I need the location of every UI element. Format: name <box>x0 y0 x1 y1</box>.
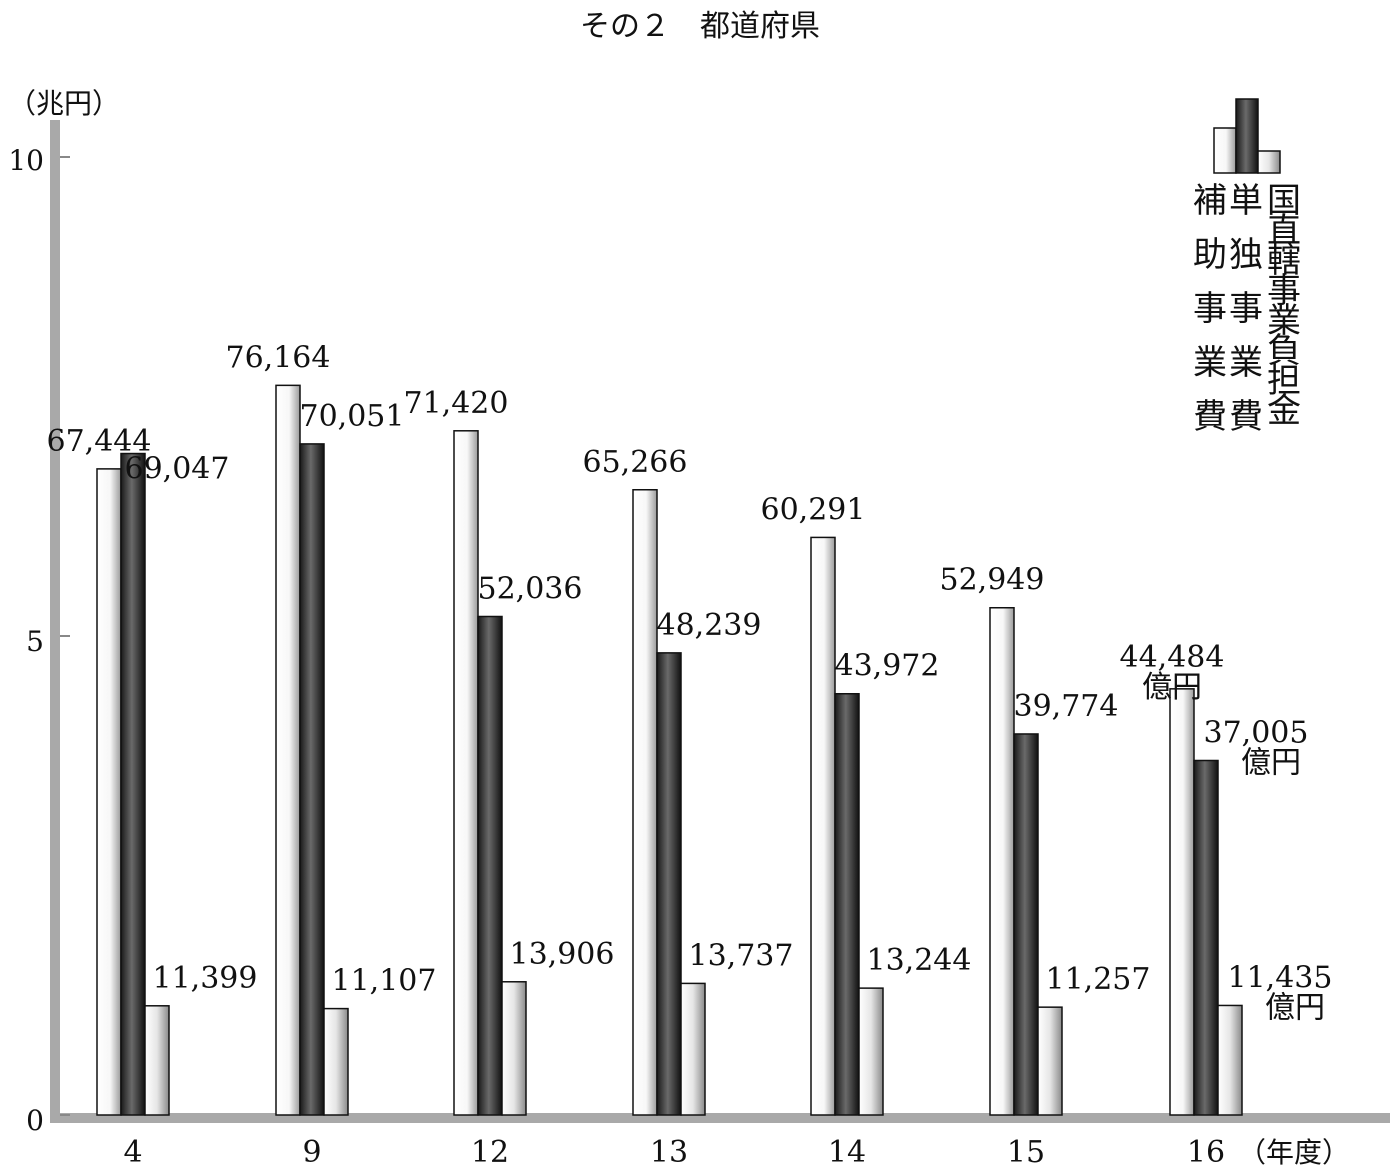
data-label: 52,036 <box>478 571 583 606</box>
legend-label-national-direct: 直 <box>1267 211 1301 251</box>
bar-national-direct <box>680 982 706 1116</box>
data-label: 71,420 <box>404 386 509 421</box>
unit-label: 億円 <box>1241 745 1301 780</box>
bar-national-direct <box>144 1005 170 1116</box>
legend-swatches <box>1213 98 1281 174</box>
unit-label: 億円 <box>1265 990 1325 1025</box>
bar-independent <box>1013 733 1039 1116</box>
data-label: 65,266 <box>583 445 688 480</box>
legend-label-independent: 単 <box>1229 181 1263 221</box>
x-tick-label: 4 <box>123 1135 142 1170</box>
bar-subsidized <box>453 430 479 1116</box>
data-label: 11,435 <box>1228 960 1333 995</box>
data-label: 37,005 <box>1204 715 1309 750</box>
y-tick-label: 10 <box>8 144 44 177</box>
x-tick-label: 12 <box>471 1135 509 1170</box>
data-label: 69,047 <box>125 452 230 487</box>
x-tick-label: 14 <box>828 1135 866 1170</box>
x-axis-label: （年度） <box>1238 1136 1350 1169</box>
bar-independent <box>477 615 503 1116</box>
data-label: 13,737 <box>689 938 794 973</box>
data-label: 52,949 <box>940 563 1045 598</box>
bar-national-direct <box>1037 1006 1063 1116</box>
bar-subsidized <box>1169 688 1195 1116</box>
legend-swatch-national-direct <box>1257 150 1281 174</box>
data-label: 60,291 <box>761 492 866 527</box>
bar-national-direct <box>501 981 527 1116</box>
legend-label-subsidized: 事 <box>1193 289 1227 329</box>
x-tick-label: 9 <box>302 1135 321 1170</box>
bar-national-direct <box>858 987 884 1116</box>
data-label: 11,399 <box>153 961 258 996</box>
legend-label-subsidized: 費 <box>1193 397 1227 437</box>
chart-marks: 67,44476,16471,42065,26660,29152,94944,4… <box>47 120 1390 1170</box>
legend-label-national-direct: 轄 <box>1267 241 1301 281</box>
data-label: 11,257 <box>1046 962 1151 997</box>
x-tick-label: 13 <box>650 1135 688 1170</box>
legend-label-national-direct: 国 <box>1267 181 1301 221</box>
data-label: 48,239 <box>657 608 762 643</box>
chart-title: その２ 都道府県 <box>580 9 820 44</box>
data-label: 11,107 <box>332 964 437 999</box>
x-axis <box>50 1113 1390 1123</box>
bar-subsidized <box>275 384 301 1116</box>
y-axis-label: （兆円） <box>8 87 120 120</box>
x-tick-label: 15 <box>1007 1135 1045 1170</box>
legend-label-subsidized: 助 <box>1193 235 1227 275</box>
legend-label-national-direct: 担 <box>1267 361 1301 401</box>
bar-subsidized <box>989 606 1015 1116</box>
data-label: 13,906 <box>510 937 615 972</box>
legend-label-national-direct: 事 <box>1267 271 1301 311</box>
data-label: 13,244 <box>867 943 972 978</box>
bar-independent <box>120 452 146 1116</box>
legend-label-subsidized: 業 <box>1193 343 1227 383</box>
legend-swatch-independent <box>1235 98 1259 174</box>
legend-swatch-subsidized <box>1213 127 1237 174</box>
bar-independent <box>656 652 682 1116</box>
data-label: 76,164 <box>226 340 331 375</box>
legend-label-national-direct: 金 <box>1267 391 1301 431</box>
y-tick-label: 5 <box>26 625 44 658</box>
bar-subsidized <box>810 536 836 1116</box>
bar-national-direct <box>323 1007 349 1116</box>
legend-label-independent: 事 <box>1229 289 1263 329</box>
legend-label-independent: 費 <box>1229 397 1263 437</box>
data-label: 43,972 <box>835 649 940 684</box>
y-axis <box>50 120 60 1123</box>
y-tick-label: 0 <box>26 1104 44 1137</box>
data-label: 44,484 <box>1120 640 1225 675</box>
legend-label-independent: 独 <box>1229 235 1263 275</box>
bar-national-direct <box>1217 1004 1243 1116</box>
legend-label-independent: 業 <box>1229 343 1263 383</box>
bar-independent <box>834 692 860 1116</box>
legend-label-national-direct: 業 <box>1267 301 1301 341</box>
unit-label: 億円 <box>1142 670 1202 705</box>
data-label: 70,051 <box>300 399 405 434</box>
bar-independent <box>1193 759 1219 1116</box>
bar-independent <box>299 443 325 1116</box>
bar-subsidized <box>632 489 658 1116</box>
legend-label-subsidized: 補 <box>1193 181 1227 221</box>
x-tick-label: 16 <box>1187 1135 1225 1170</box>
legend-label-national-direct: 負 <box>1267 331 1301 371</box>
data-label: 39,774 <box>1014 689 1119 724</box>
bar-subsidized <box>96 468 122 1116</box>
